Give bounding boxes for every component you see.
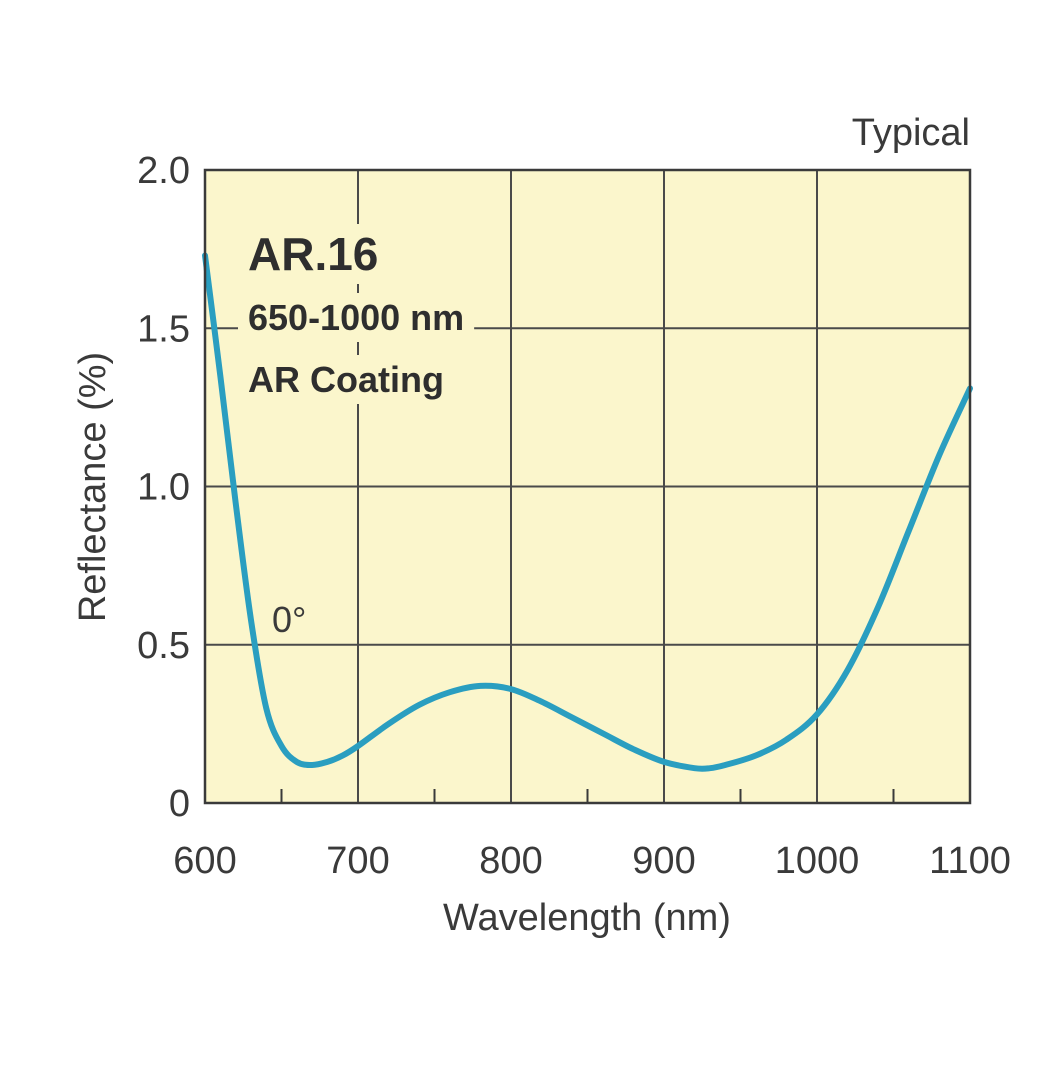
- tick-labels: 600 700 800 900 1000 1100 0 0.5 1.0 1.5 2.0: [137, 150, 1011, 882]
- x-tick-label: 700: [326, 840, 389, 882]
- y-tick-label: 2.0: [137, 150, 190, 192]
- annotation-product-name: AR.16: [248, 228, 378, 280]
- y-axis-title: Reflectance (%): [72, 352, 114, 622]
- annotation-backgrounds: [238, 224, 475, 404]
- annotation-background: [238, 355, 454, 404]
- y-tick-label: 0: [169, 783, 190, 825]
- series-line-0: [202, 252, 973, 772]
- y-tick-label: 1.5: [137, 308, 190, 350]
- x-tick-label: 1100: [929, 840, 1011, 882]
- y-tick-label: 1.0: [137, 467, 190, 509]
- y-tick-label: 0.5: [137, 625, 190, 667]
- annotation-incidence-angle: 0°: [272, 599, 306, 640]
- x-axis-title: Wavelength (nm): [443, 897, 731, 939]
- annotation-background: [238, 224, 389, 284]
- series-layer: [202, 252, 973, 772]
- x-tick-label: 900: [632, 840, 695, 882]
- annotation-background: [238, 293, 475, 342]
- annotation-coating-type: AR Coating: [248, 359, 444, 400]
- typical-badge: Typical: [852, 112, 970, 154]
- annotation-wavelength-range: 650-1000 nm: [248, 297, 464, 338]
- x-tick-label: 1000: [775, 840, 860, 882]
- x-tick-label: 800: [479, 840, 542, 882]
- tick-marks: [280, 789, 895, 803]
- x-tick-label: 600: [173, 840, 236, 882]
